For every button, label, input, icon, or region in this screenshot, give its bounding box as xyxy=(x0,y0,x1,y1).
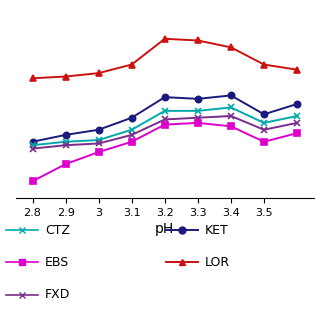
Text: EBS: EBS xyxy=(45,256,69,269)
Text: KET: KET xyxy=(205,224,228,237)
Text: LOR: LOR xyxy=(205,256,230,269)
Text: CTZ: CTZ xyxy=(45,224,70,237)
X-axis label: pH: pH xyxy=(155,222,174,236)
Text: FXD: FXD xyxy=(45,288,70,301)
